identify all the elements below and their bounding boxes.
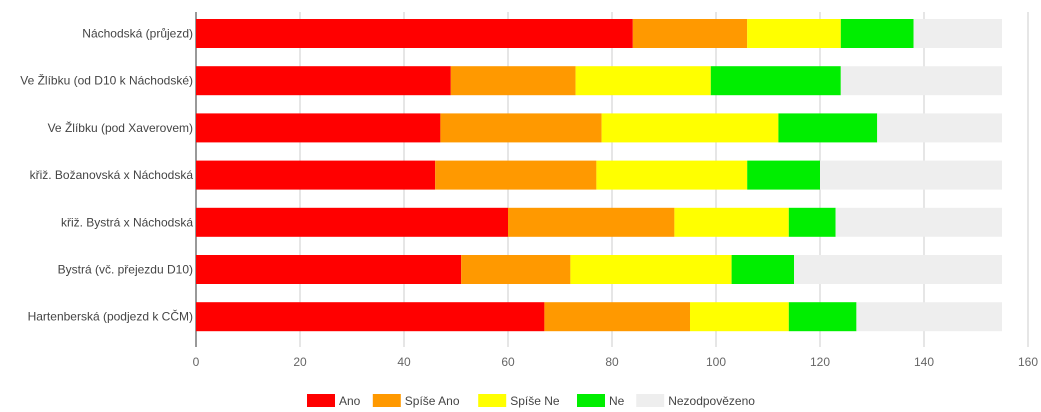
value-axis: 0 20 40 60 80 100 120 140 160 [193, 355, 1039, 369]
bar-segment [544, 302, 690, 332]
category-label: křiž. Božanovská x Náchodská [30, 168, 194, 182]
legend: Ano Spíše Ano Spíše Ne Ne Nezodpovězeno [307, 394, 755, 408]
legend-label: Spíše Ano [405, 394, 460, 408]
tick-label: 120 [810, 355, 830, 369]
legend-swatch [636, 394, 665, 407]
tick-label: 60 [501, 355, 515, 369]
bar-segments [196, 19, 1002, 332]
tick-label: 20 [293, 355, 307, 369]
bar-segment [794, 255, 1002, 284]
bar-segment [840, 66, 1002, 96]
bar-segment [596, 160, 748, 190]
bar-segment [747, 160, 820, 190]
bar-segment [508, 207, 675, 237]
category-label: Bystrá (vč. přejezdu D10) [58, 263, 193, 277]
category-label: křiž. Bystrá x Náchodská [61, 215, 193, 229]
bar-segment [570, 255, 732, 284]
bar-segment [196, 66, 451, 96]
bar-segment [196, 207, 508, 237]
legend-label: Nezodpovězeno [668, 394, 755, 408]
tick-label: 100 [706, 355, 726, 369]
bar-segment [913, 19, 1002, 48]
legend-swatch [307, 394, 335, 407]
bar-segment [461, 255, 571, 284]
tick-label: 0 [193, 355, 200, 369]
legend-swatch [577, 394, 605, 407]
bar-segment [601, 113, 779, 143]
bar-segment [835, 207, 1002, 237]
bar-segment [877, 113, 1002, 143]
legend-swatch [372, 394, 401, 407]
legend-label: Spíše Ne [510, 394, 560, 408]
tick-label: 160 [1018, 355, 1038, 369]
bar-segment [575, 66, 711, 96]
legend-label: Ne [609, 394, 625, 408]
tick-label: 40 [397, 355, 411, 369]
bar-segment [731, 255, 794, 284]
bar-segment [788, 302, 857, 332]
bar-segment [778, 113, 878, 143]
category-label: Ve Žlíbku (pod Xaverovem) [48, 120, 193, 135]
category-label: Náchodská (průjezd) [82, 27, 193, 41]
bar-segment [196, 255, 462, 284]
category-label: Hartenberská (podjezd k CČM) [28, 309, 193, 324]
bar-segment [820, 160, 1002, 190]
bar-segment [196, 113, 441, 143]
bar-segment [435, 160, 597, 190]
bar-segment [440, 113, 602, 143]
bar-segment [856, 302, 1002, 332]
bar-segment [710, 66, 841, 96]
tick-label: 140 [914, 355, 934, 369]
legend-swatch [478, 394, 507, 407]
tick-label: 80 [605, 355, 619, 369]
category-labels: Náchodská (průjezd) Ve Žlíbku (od D10 k N… [20, 27, 193, 324]
bar-segment [196, 19, 633, 48]
bar-segment [196, 302, 545, 332]
category-label: Ve Žlíbku (od D10 k Náchodské) [20, 73, 193, 88]
bar-segment [196, 160, 436, 190]
bar-segment [840, 19, 914, 48]
bar-segment [632, 19, 748, 48]
bar-segment [450, 66, 576, 96]
bar-segment [674, 207, 789, 237]
legend-label: Ano [339, 394, 361, 408]
bar-segment [690, 302, 789, 332]
bar-segment [788, 207, 836, 237]
bar-segment [747, 19, 841, 48]
